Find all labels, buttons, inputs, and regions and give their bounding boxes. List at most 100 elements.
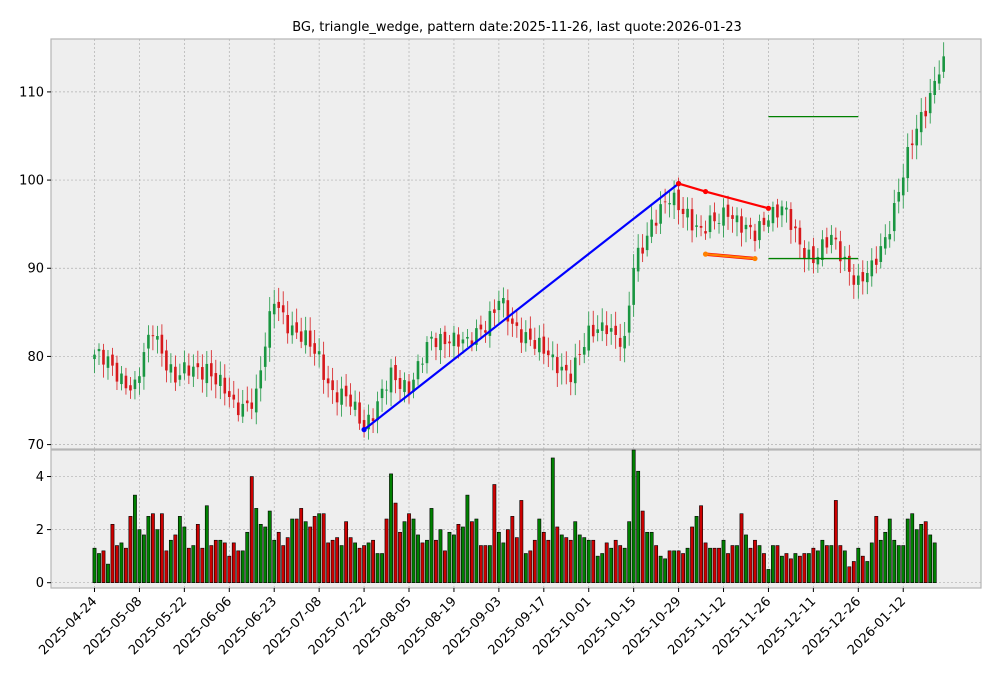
candle-body xyxy=(236,402,240,416)
candle-body xyxy=(812,246,815,264)
volume-bar xyxy=(168,539,173,583)
volume-bar xyxy=(501,542,506,583)
volume-bar xyxy=(151,513,155,583)
candle-body xyxy=(452,332,456,347)
volume-bar xyxy=(600,553,605,583)
volume-tick-label: 4 xyxy=(36,470,44,485)
volume-bar xyxy=(213,539,218,583)
candle-body xyxy=(326,378,330,384)
candle-body xyxy=(448,341,451,344)
volume-bar xyxy=(110,524,115,583)
volume-bar xyxy=(874,516,879,583)
volume-bar xyxy=(272,539,277,583)
volume-bar xyxy=(443,550,447,583)
volume-bar xyxy=(672,550,676,583)
volume-bar xyxy=(712,547,717,583)
volume-bar xyxy=(604,542,609,583)
candle-body xyxy=(210,363,213,377)
candle-body xyxy=(942,56,945,72)
volume-bar xyxy=(384,518,389,583)
volume-bar xyxy=(492,484,497,583)
candle-body xyxy=(272,303,276,315)
volume-bar xyxy=(649,531,654,583)
candle-body xyxy=(587,325,591,351)
candle-body xyxy=(398,378,402,389)
candle-body xyxy=(407,381,411,396)
candle-body xyxy=(870,260,874,277)
volume-bar xyxy=(137,529,142,583)
volume-bar xyxy=(380,553,384,583)
candle-body xyxy=(470,340,474,345)
candle-body xyxy=(919,112,923,133)
volume-bar xyxy=(204,505,209,583)
volume-bar xyxy=(402,521,407,583)
candle-body xyxy=(147,334,150,349)
price-tick-label: 100 xyxy=(19,174,44,189)
volume-bar xyxy=(393,502,398,583)
candle-body xyxy=(290,325,294,336)
candle-body xyxy=(857,275,860,285)
candle-body xyxy=(335,392,339,403)
volume-bar xyxy=(218,539,223,583)
volume-bar xyxy=(708,547,712,583)
volume-bar xyxy=(254,508,259,583)
volume-bar xyxy=(101,550,106,583)
candle-body xyxy=(416,361,420,380)
volume-bar xyxy=(478,545,483,583)
candle-body xyxy=(295,322,298,333)
candle-body xyxy=(726,204,730,217)
volume-bar xyxy=(564,537,569,583)
candle-body xyxy=(825,237,829,248)
candle-body xyxy=(928,93,932,114)
candle-body xyxy=(156,336,159,340)
volume-bar xyxy=(195,524,200,583)
volume-bar xyxy=(115,545,119,583)
volume-bar xyxy=(887,518,892,583)
candle-body xyxy=(308,330,312,347)
candle-body xyxy=(376,401,379,421)
candle-body xyxy=(245,400,249,404)
pattern-line-blue xyxy=(363,182,680,431)
volume-bar xyxy=(164,550,169,583)
volume-bar xyxy=(739,513,744,583)
candle-body xyxy=(794,226,797,229)
volume-bar xyxy=(869,542,874,583)
volume-bar xyxy=(726,553,730,583)
candle-body xyxy=(600,322,604,331)
candle-body xyxy=(133,379,137,390)
candle-body xyxy=(564,364,568,371)
volume-bar xyxy=(290,518,295,583)
candle-body xyxy=(205,363,209,384)
candle-body xyxy=(681,208,685,214)
candle-body xyxy=(758,221,761,241)
candle-body xyxy=(322,354,325,380)
volume-bar xyxy=(595,555,600,583)
candle-body xyxy=(668,203,671,205)
volume-bar xyxy=(461,526,465,583)
candle-body xyxy=(708,215,712,233)
candle-body xyxy=(910,143,914,146)
volume-bar xyxy=(802,553,807,583)
candle-body xyxy=(515,322,519,326)
candle-body xyxy=(529,328,532,340)
volume-bar xyxy=(748,547,753,583)
volume-bar xyxy=(245,531,250,583)
volume-bar xyxy=(124,547,128,583)
candle-body xyxy=(115,362,119,382)
volume-bar xyxy=(878,539,883,583)
candle-body xyxy=(937,74,941,84)
candle-body xyxy=(865,272,869,283)
volume-bar xyxy=(227,555,232,583)
volume-bar xyxy=(919,524,924,583)
candle-body xyxy=(160,334,164,354)
candle-body xyxy=(695,225,698,227)
volume-bar xyxy=(348,537,353,583)
volume-bar xyxy=(303,521,308,583)
candle-body xyxy=(142,352,146,377)
volume-bar xyxy=(806,553,811,583)
candle-body xyxy=(735,215,739,223)
pattern-line-red-marker xyxy=(702,188,709,195)
volume-bar xyxy=(452,534,456,583)
volume-bar xyxy=(586,539,591,583)
